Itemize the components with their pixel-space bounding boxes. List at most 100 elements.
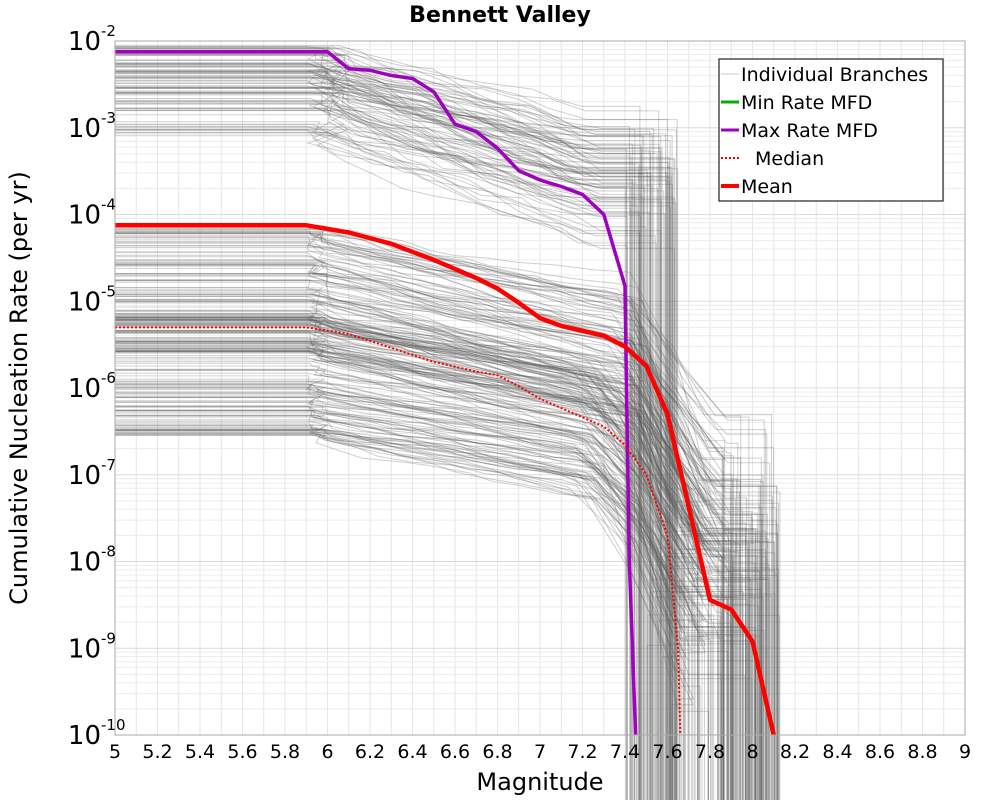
branch-line <box>115 254 764 800</box>
branch-line <box>115 98 659 800</box>
branch-line <box>115 380 733 800</box>
y-tick-exponent: -3 <box>101 109 116 127</box>
branch-line <box>115 428 695 800</box>
branch-line <box>115 265 775 800</box>
branch-line <box>115 331 735 800</box>
branch-line <box>115 85 671 800</box>
branch-line <box>115 102 644 800</box>
branch-line <box>115 53 671 800</box>
branch-line <box>115 72 673 800</box>
y-tick-exponent: -7 <box>101 456 116 474</box>
branch-line <box>115 434 761 800</box>
branch-line <box>115 229 725 800</box>
branch-line <box>115 340 756 800</box>
branch-line <box>115 360 685 800</box>
branch-line <box>115 340 674 800</box>
branch-line <box>115 264 732 800</box>
branch-line <box>115 337 741 800</box>
branch-line <box>115 319 777 800</box>
series-layer <box>115 50 776 736</box>
branch-line <box>115 317 729 800</box>
branch-line <box>115 121 666 800</box>
branch-line <box>115 389 702 800</box>
branch-line <box>115 129 662 800</box>
individual-branches <box>115 45 781 800</box>
branch-line <box>115 406 765 800</box>
branch-line <box>115 86 643 800</box>
branch-line <box>115 326 776 800</box>
branch-line <box>115 129 647 800</box>
branch-line <box>115 386 760 800</box>
branch-line <box>115 64 642 800</box>
branch-line <box>115 46 678 800</box>
branch-line <box>115 301 748 800</box>
branch-line <box>115 326 708 800</box>
branch-line <box>115 323 701 800</box>
branch-line <box>115 93 628 800</box>
branch-line <box>115 92 652 800</box>
branch-line <box>115 368 734 800</box>
branch-line <box>115 430 708 800</box>
branch-line <box>115 405 750 800</box>
branch-line <box>115 256 780 800</box>
branch-line <box>115 316 718 800</box>
branch-line <box>115 330 671 800</box>
branch-line <box>115 69 642 800</box>
branch-line <box>115 252 773 800</box>
branch-line <box>115 391 719 800</box>
branch-line <box>115 342 728 800</box>
series-max-rate-mfd <box>115 50 638 736</box>
branch-line <box>115 429 694 800</box>
branch-line <box>115 110 662 800</box>
branch-line <box>115 109 677 800</box>
branch-line <box>115 319 736 800</box>
branch-line <box>115 82 640 800</box>
branch-line <box>115 231 781 800</box>
branch-line <box>115 350 762 800</box>
y-tick-base: 10 <box>68 374 101 404</box>
x-tick-label: 5.8 <box>270 741 300 763</box>
branch-line <box>115 380 677 800</box>
y-tick-base: 10 <box>68 461 101 491</box>
branch-line <box>115 91 668 800</box>
branch-line <box>115 123 628 800</box>
branch-line <box>115 317 734 800</box>
x-tick-label: 6 <box>321 741 333 763</box>
branch-line <box>115 132 642 800</box>
branch-line <box>115 280 778 800</box>
branch-line <box>115 300 779 800</box>
branch-line <box>115 228 762 800</box>
branch-line <box>115 383 693 800</box>
branch-line <box>115 103 633 800</box>
branch-line <box>115 242 775 800</box>
branch-line <box>115 76 658 800</box>
branch-line <box>115 416 705 800</box>
branch-line <box>115 432 763 800</box>
y-tick-base: 10 <box>68 114 101 144</box>
y-tick-base: 10 <box>68 721 101 751</box>
branch-line <box>115 429 757 800</box>
x-tick-label: 6.4 <box>397 741 427 763</box>
branch-line <box>115 73 669 800</box>
branch-line <box>115 90 649 800</box>
x-tick-label: 8.2 <box>780 741 810 763</box>
branch-line <box>115 395 759 800</box>
branch-line <box>115 333 765 800</box>
branch-line <box>115 129 657 800</box>
y-tick-exponent: -10 <box>101 716 126 734</box>
legend-label: Max Rate MFD <box>741 120 878 142</box>
branch-line <box>115 369 697 800</box>
branch-line <box>115 414 756 800</box>
branch-line <box>115 426 703 800</box>
branch-line <box>115 400 738 800</box>
branch-line <box>115 344 780 800</box>
branch-line <box>115 293 733 800</box>
branch-line <box>115 92 674 800</box>
branch-line <box>115 298 752 800</box>
series-mean <box>115 223 776 736</box>
branch-line <box>115 430 729 800</box>
branch-line <box>115 76 651 800</box>
branch-line <box>115 412 715 800</box>
branch-line <box>115 87 640 800</box>
x-tick-label: 6.8 <box>482 741 512 763</box>
